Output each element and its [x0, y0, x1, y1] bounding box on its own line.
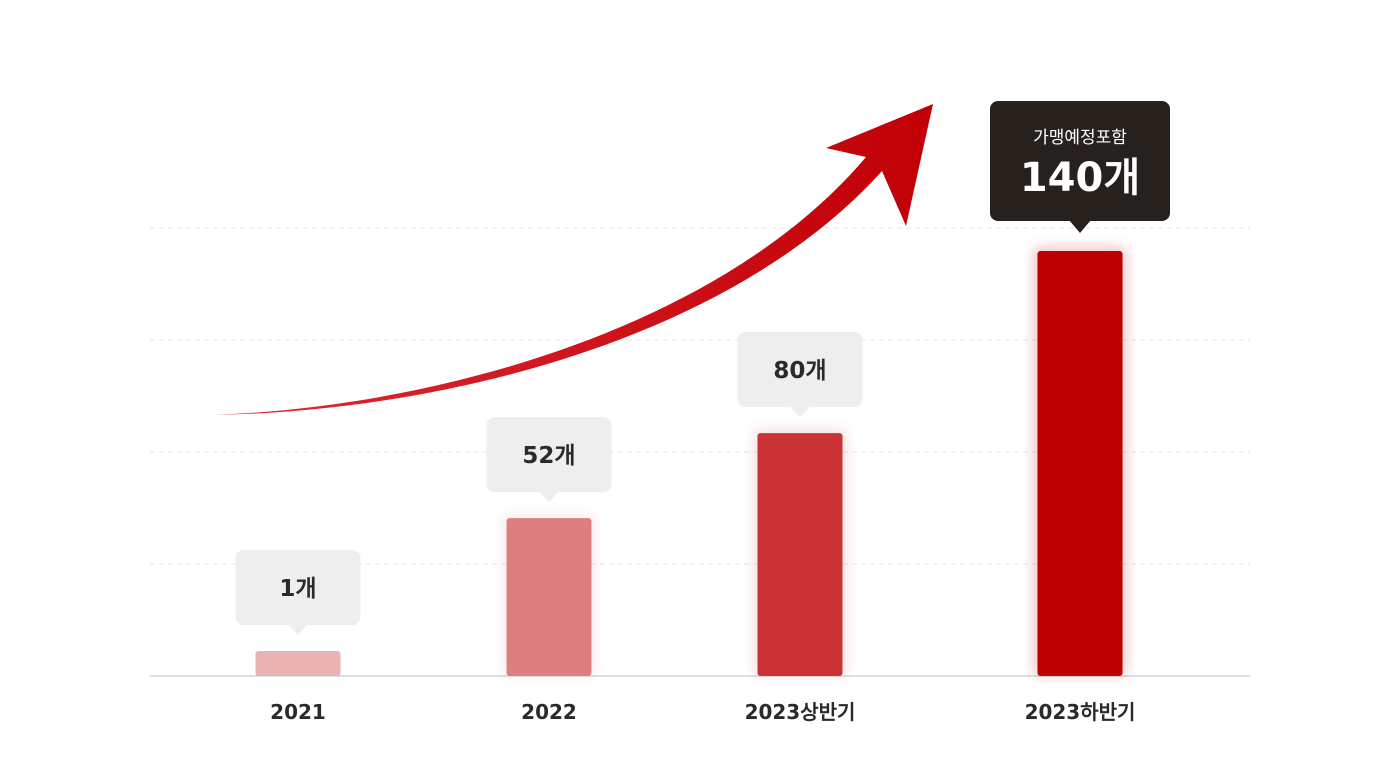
x-axis-labels: 2021 2022 2023상반기 2023하반기 [270, 700, 1135, 724]
highlight-note: 가맹예정포함 [1033, 128, 1127, 148]
callout-pointer [790, 406, 810, 418]
data-label: 140개 [1020, 155, 1140, 201]
callout-box [486, 417, 612, 493]
bar [757, 433, 843, 676]
bar [255, 651, 341, 676]
x-tick-label: 2021 [270, 700, 326, 724]
callout-pointer [539, 491, 559, 503]
growth-arrow-icon [210, 104, 933, 415]
callout-box [235, 550, 361, 625]
data-label: 52개 [522, 443, 575, 469]
x-tick-label: 2023상반기 [745, 700, 856, 724]
callout-pointer [288, 624, 308, 635]
data-label: 1개 [279, 576, 316, 602]
x-tick-label: 2023하반기 [1025, 700, 1136, 724]
highlight-callout-box [990, 101, 1170, 221]
bars [255, 247, 1127, 676]
x-tick-label: 2022 [521, 700, 577, 724]
value-callouts: 1개 52개 80개 가맹예정포함 140개 [235, 101, 1170, 635]
callout-box [737, 332, 863, 408]
data-label: 80개 [773, 358, 826, 384]
callout-pointer [1069, 220, 1091, 233]
bar [1037, 251, 1123, 676]
growth-arrow [210, 104, 933, 415]
bar [506, 518, 592, 676]
